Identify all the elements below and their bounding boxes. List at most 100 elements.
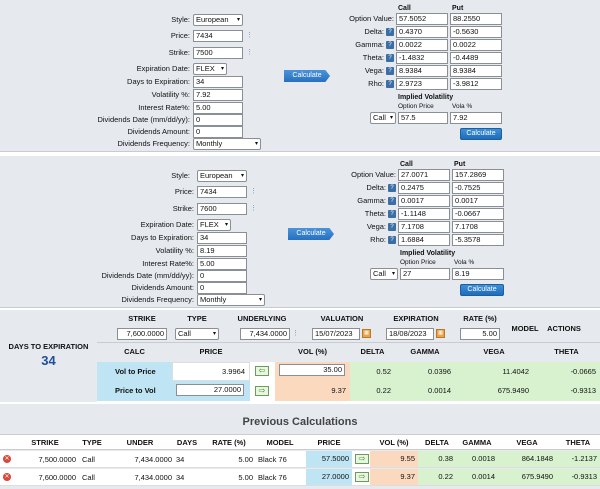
style-label: Style: (171, 171, 190, 180)
prev-rate: 5.00 (238, 473, 253, 482)
days-input[interactable]: 34 (193, 76, 243, 88)
valuation-date-input[interactable]: 15/07/2023 (312, 328, 360, 340)
iv-option-price-input[interactable]: 27 (400, 268, 450, 280)
delta-label: Delta:? (330, 26, 394, 38)
put-gamma: 0.0017 (452, 195, 504, 207)
calculate-button[interactable]: Calculate (284, 70, 330, 82)
price-spin-icon[interactable]: ⋮ (250, 188, 257, 195)
call-header: Call (398, 5, 411, 12)
vega-col-header: VEGA (483, 347, 505, 356)
vega-label: Vega:? (330, 65, 394, 77)
strike-label: Strike: (172, 204, 194, 213)
expiration-date-input[interactable]: 18/08/2023 (386, 328, 434, 340)
call-vega: 8.9384 (396, 65, 448, 77)
strike-spin-icon[interactable]: ⋮ (250, 205, 257, 212)
vol-col-header: VOL (%) (297, 347, 328, 356)
prev-days: 34 (176, 473, 185, 482)
model-section: DAYS TO EXPIRATION 34 STRIKE TYPE UNDERL… (0, 310, 600, 402)
implied-volatility-title: Implied Volatility (398, 94, 454, 101)
dividends-date-input[interactable]: 0 (193, 114, 243, 126)
option-value-label: Option Value: (351, 170, 396, 179)
arrow-right-icon[interactable]: ⇨ (255, 386, 269, 396)
put-value: 157.2869 (452, 169, 504, 181)
vol-to-price-theta: -0.0665 (533, 362, 600, 381)
iv-type-select[interactable]: Call ▾ (370, 112, 396, 124)
call-rho: 1.6884 (398, 234, 450, 246)
help-icon: ? (386, 28, 394, 37)
iv-calculate-button[interactable]: Calculate (460, 128, 502, 140)
grid-header-row (97, 342, 600, 362)
implied-volatility-title: Implied Volatility (400, 250, 456, 257)
interest-rate-input[interactable]: 5.00 (197, 258, 247, 270)
delta-label: Delta:? (330, 182, 396, 194)
prev-rate: 5.00 (238, 455, 253, 464)
style-select[interactable]: European ▾ (197, 170, 247, 182)
interest-rate-input[interactable]: 5.00 (193, 102, 243, 114)
delete-icon[interactable]: ✕ (3, 473, 11, 481)
price-input[interactable]: 7434 (193, 30, 243, 42)
style-select[interactable]: European ▾ (193, 14, 243, 26)
call-value: 57.5052 (396, 13, 448, 25)
calendar-icon[interactable]: ▦ (362, 329, 371, 338)
iv-type-select[interactable]: Call ▾ (370, 268, 398, 280)
type-select[interactable]: Call ▾ (175, 328, 219, 340)
dte-label: DAYS TO EXPIRATION (8, 342, 89, 351)
gamma-label: Gamma:? (330, 195, 396, 207)
prev-gamma: 0.0018 (456, 451, 498, 467)
help-icon: ? (388, 210, 396, 219)
gamma-label: Gamma:? (330, 39, 394, 51)
prev-days-header: DAYS (176, 438, 198, 447)
underlying-spin-icon[interactable]: ⋮ (292, 330, 299, 337)
arrow-left-icon[interactable]: ⇦ (255, 366, 269, 376)
call-delta: 0.4370 (396, 26, 448, 38)
prev-model: Black 76 (258, 455, 287, 464)
table-row: ✕ 7,600.0000 Call 7,434.0000 34 5.00 Bla… (0, 469, 600, 486)
iv-option-price-input[interactable]: 57.5 (398, 112, 448, 124)
days-input[interactable]: 34 (197, 232, 247, 244)
call-gamma: 0.0017 (398, 195, 450, 207)
vola-label: Vola % (452, 103, 473, 110)
strike-spin-icon[interactable]: ⋮ (246, 49, 253, 56)
vol-to-price-vega: 11.4042 (455, 362, 533, 381)
iv-vola-output: 7.92 (450, 112, 502, 124)
iv-calculate-button[interactable]: Calculate (460, 284, 504, 296)
prev-vega: 675.9490 (498, 469, 556, 485)
dividends-frequency-select[interactable]: Monthly ▾ (193, 138, 261, 150)
price-input[interactable]: 7434 (197, 186, 247, 198)
rate-input[interactable]: 5.00 (460, 328, 500, 340)
expiration-date-select[interactable]: FLEX ▾ (197, 219, 231, 231)
days-label: Days to Expiration: (131, 233, 194, 242)
theta-label: Theta:? (330, 52, 394, 64)
volatility-input[interactable]: 8.19 (197, 245, 247, 257)
prev-delta: 0.22 (418, 469, 456, 485)
arrow-right-icon[interactable]: ⇨ (355, 472, 369, 482)
strike-input[interactable]: 7,600.0000 (117, 328, 167, 340)
strike-input[interactable]: 7600 (197, 203, 247, 215)
price-spin-icon[interactable]: ⋮ (246, 32, 253, 39)
theta-col-header: THETA (554, 347, 579, 356)
prev-theta: -0.9313 (556, 469, 600, 485)
strike-input[interactable]: 7500 (193, 47, 243, 59)
put-header: Put (452, 5, 464, 12)
dividends-frequency-select[interactable]: Monthly ▾ (197, 294, 265, 306)
price-to-vol-price-input[interactable]: 27.0000 (176, 384, 244, 396)
dividends-date-input[interactable]: 0 (197, 270, 247, 282)
prev-days: 34 (176, 455, 185, 464)
previous-header-row: STRIKE TYPE UNDER DAYS RATE (%) MODEL PR… (0, 434, 600, 450)
call-rho: 2.9723 (396, 78, 448, 90)
prev-vega-header: VEGA (516, 438, 538, 447)
delete-icon[interactable]: ✕ (3, 455, 11, 463)
calculate-button[interactable]: Calculate (288, 228, 334, 240)
vol-to-price-vol-input[interactable]: 35.00 (279, 364, 345, 376)
dividends-amount-input[interactable]: 0 (197, 282, 247, 294)
dividends-amount-input[interactable]: 0 (193, 126, 243, 138)
arrow-right-icon[interactable]: ⇨ (355, 454, 369, 464)
volatility-input[interactable]: 7.92 (193, 89, 243, 101)
strike-header: STRIKE (128, 314, 156, 323)
prev-theta-header: THETA (565, 438, 591, 447)
underlying-input[interactable]: 7,434.0000 (240, 328, 290, 340)
expiration-date-select[interactable]: FLEX ▾ (193, 63, 227, 75)
put-rho: -3.9812 (450, 78, 502, 90)
calendar-icon[interactable]: ▦ (436, 329, 445, 338)
calculator-panel-1: Style: European ▾ Price: 7434 ⋮ Strike: 7… (0, 0, 600, 152)
